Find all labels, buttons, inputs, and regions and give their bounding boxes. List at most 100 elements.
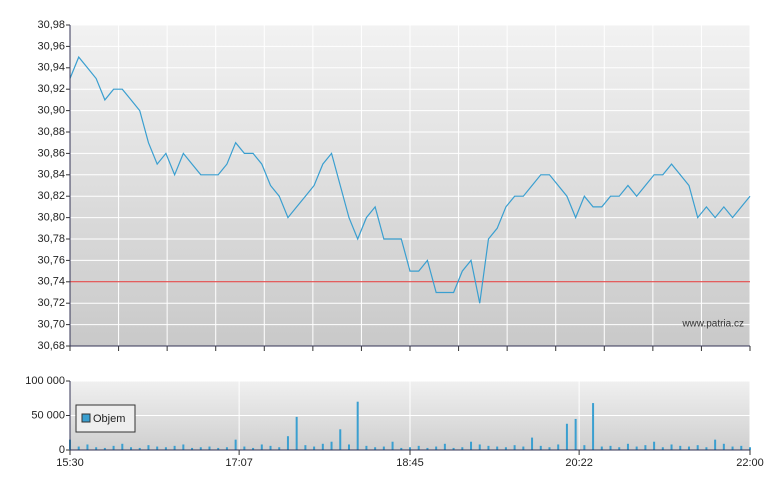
volume-bar [749, 447, 751, 450]
volume-bar [487, 445, 490, 450]
volume-bar [600, 446, 603, 450]
y-tick-label: 100 000 [25, 375, 65, 387]
x-tick-label: 18:45 [396, 457, 424, 469]
volume-bar [269, 445, 272, 450]
volume-bar [321, 443, 324, 450]
volume-bar [278, 447, 281, 450]
volume-bar [435, 446, 438, 450]
volume-bar [330, 441, 333, 450]
y-tick-label: 30,88 [37, 126, 65, 138]
y-tick-label: 30,80 [37, 212, 65, 224]
volume-bar [130, 447, 133, 450]
y-tick-label: 30,90 [37, 105, 65, 117]
volume-bar [661, 447, 664, 450]
volume-bar [635, 446, 638, 450]
volume-bar [609, 445, 612, 450]
volume-bar [679, 445, 682, 450]
y-tick-label: 50 000 [31, 409, 65, 421]
volume-bar [365, 445, 368, 450]
volume-bar [626, 443, 629, 450]
volume-bar [304, 445, 307, 450]
volume-bar [121, 443, 124, 450]
volume-bar [574, 418, 577, 450]
y-tick-label: 30,96 [37, 40, 65, 52]
volume-bar [461, 447, 464, 450]
y-tick-label: 30,68 [37, 340, 65, 352]
volume-bar [452, 447, 455, 450]
volume-bar [208, 446, 211, 450]
volume-bar [156, 446, 159, 450]
volume-bar [714, 439, 717, 450]
y-tick-label: 30,76 [37, 254, 65, 266]
volume-bar [426, 447, 429, 450]
volume-bar [339, 429, 342, 450]
volume-bar [77, 446, 80, 450]
volume-bar [470, 441, 473, 450]
volume-bar [722, 443, 725, 450]
x-tick-label: 15:30 [56, 457, 84, 469]
volume-bar [705, 447, 708, 450]
volume-bar [95, 447, 98, 450]
volume-bar [513, 445, 516, 450]
volume-bar [400, 447, 403, 450]
y-tick-label: 30,92 [37, 83, 65, 95]
volume-bar [199, 447, 202, 450]
x-tick-label: 17:07 [225, 457, 253, 469]
volume-bar [653, 441, 656, 450]
volume-bar [225, 447, 228, 450]
volume-bar [557, 444, 560, 450]
y-tick-label: 30,98 [37, 19, 65, 31]
volume-bar [391, 441, 394, 450]
x-tick-label: 22:00 [736, 457, 764, 469]
volume-bar [313, 446, 316, 450]
legend-label: Objem [93, 413, 125, 425]
volume-bar [112, 445, 115, 450]
volume-bar [138, 447, 141, 450]
volume-bar [382, 446, 385, 450]
legend-swatch [81, 413, 91, 423]
price-line [69, 55, 751, 304]
volume-bar [644, 445, 647, 450]
volume-bar [347, 444, 350, 450]
volume-bar [496, 446, 499, 450]
volume-bar [182, 444, 185, 450]
volume-bar [356, 401, 359, 450]
y-tick-label: 30,78 [37, 233, 65, 245]
volume-bar [548, 447, 551, 450]
y-tick-label: 30,72 [37, 297, 65, 309]
volume-bar [234, 439, 237, 450]
volume-bar [173, 445, 176, 450]
volume-bar [147, 445, 150, 450]
volume-bar [374, 447, 377, 450]
y-tick-label: 30,94 [37, 62, 65, 74]
volume-bar [260, 444, 263, 450]
volume-bar [522, 446, 525, 450]
volume-bar [164, 447, 167, 450]
volume-bar [696, 445, 699, 450]
volume-bar [252, 447, 255, 450]
volume-bar [687, 446, 690, 450]
volume-bar [740, 445, 743, 450]
volume-bar [731, 446, 734, 450]
watermark: www.patria.cz [681, 319, 744, 330]
y-tick-label: 30,74 [37, 276, 65, 288]
volume-bar [583, 445, 586, 450]
volume-bar [86, 444, 89, 450]
volume-bar [531, 437, 534, 450]
y-tick-label: 30,86 [37, 147, 65, 159]
y-tick-label: 30,70 [37, 319, 65, 331]
volume-bar [243, 446, 246, 450]
y-tick-label: 30,84 [37, 169, 65, 181]
volume-bar [478, 444, 481, 450]
volume-bar [409, 447, 411, 450]
volume-bar [565, 423, 568, 450]
volume-bar [539, 445, 542, 450]
volume-bar [103, 447, 106, 450]
volume-bar [191, 447, 194, 450]
volume-bar [286, 436, 289, 450]
volume-bar [417, 445, 420, 450]
y-tick-label: 0 [59, 444, 65, 456]
x-tick-label: 20:22 [565, 457, 593, 469]
